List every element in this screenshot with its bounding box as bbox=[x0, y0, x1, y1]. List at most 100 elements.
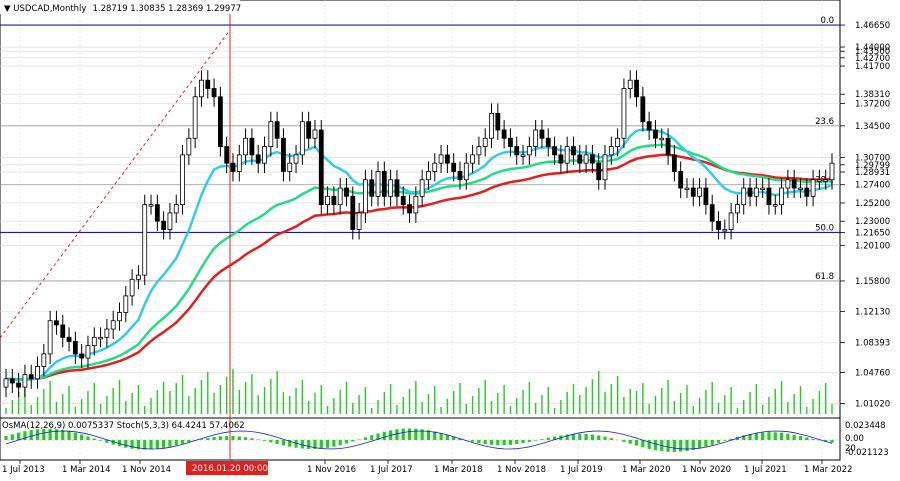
candle-body-88 bbox=[558, 154, 564, 164]
candle-body-46 bbox=[293, 154, 299, 164]
osma-bar-101 bbox=[641, 440, 645, 448]
candle-body-131 bbox=[829, 162, 835, 181]
price-label-20: 1.01020 bbox=[855, 400, 890, 410]
candle-body-4 bbox=[28, 374, 34, 380]
osma-bar-78 bbox=[496, 440, 500, 446]
candle-body-54 bbox=[344, 187, 349, 197]
time-label-9: 1 Mar 2020 bbox=[622, 465, 670, 475]
price-label-12: 1.25200 bbox=[855, 199, 890, 209]
candle-body-82 bbox=[520, 154, 526, 157]
osma-bar-112 bbox=[710, 440, 714, 445]
candle-body-65 bbox=[413, 195, 419, 214]
candle-body-129 bbox=[816, 179, 822, 182]
price-label-18: 1.08393 bbox=[855, 338, 890, 348]
candle-body-47 bbox=[299, 121, 305, 156]
ohlc-text: 1.28719 1.30835 1.28369 1.29977 bbox=[92, 4, 241, 14]
candle-body-69 bbox=[438, 154, 444, 164]
osma-bar-81 bbox=[515, 440, 519, 445]
osma-bar-59 bbox=[376, 433, 380, 440]
osma-bar-20 bbox=[130, 440, 134, 449]
osma-bar-37 bbox=[237, 436, 241, 440]
candle-body-121 bbox=[766, 187, 772, 206]
stoch-line bbox=[5, 430, 833, 450]
osma-bar-111 bbox=[704, 440, 708, 447]
candle-body-32 bbox=[205, 79, 211, 89]
candle-body-81 bbox=[514, 146, 520, 156]
candle-body-43 bbox=[274, 121, 280, 139]
osma-bar-55 bbox=[351, 440, 355, 442]
candle-body-7 bbox=[47, 320, 53, 355]
candle-body-116 bbox=[735, 204, 740, 214]
osma-bar-105 bbox=[666, 440, 670, 452]
osma-bar-52 bbox=[332, 440, 336, 447]
fib-levels: 0.023.638.250.061.8 bbox=[0, 16, 840, 282]
candle-body-2 bbox=[16, 382, 22, 388]
price-label-19: 1.04760 bbox=[855, 369, 890, 379]
osma-bar-62 bbox=[395, 429, 399, 440]
osma-bar-15 bbox=[98, 440, 103, 441]
fib-label-0: 0.0 bbox=[820, 16, 834, 26]
candle-body-37 bbox=[236, 154, 242, 172]
osma-bar-91 bbox=[578, 433, 582, 440]
candle-body-58 bbox=[369, 179, 375, 197]
price-label-7: 1.34500 bbox=[855, 122, 890, 132]
candle-body-35 bbox=[224, 146, 230, 164]
candles[interactable] bbox=[3, 70, 835, 398]
symbol-icon: ▼ bbox=[4, 4, 13, 14]
osma-bar-27 bbox=[174, 440, 178, 446]
time-label-4: 1 Nov 2016 bbox=[307, 465, 356, 475]
candle-body-106 bbox=[671, 154, 677, 172]
candle-body-52 bbox=[331, 195, 337, 206]
osma-bar-108 bbox=[685, 440, 689, 451]
osma-bar-109 bbox=[691, 440, 695, 450]
osma-bar-66 bbox=[420, 429, 424, 440]
osma-bar-40 bbox=[256, 439, 260, 440]
candle-body-10 bbox=[66, 336, 72, 342]
osma-bar-124 bbox=[786, 433, 790, 440]
candle-body-128 bbox=[810, 179, 816, 197]
osma-bar-11 bbox=[73, 432, 77, 440]
osma-bar-118 bbox=[748, 433, 752, 440]
candle-body-97 bbox=[615, 137, 621, 147]
price-label-11: 1.27400 bbox=[855, 181, 890, 191]
osma-bar-3 bbox=[23, 431, 27, 440]
candle-body-51 bbox=[325, 195, 330, 206]
osma-bar-51 bbox=[325, 440, 330, 448]
osma-bar-98 bbox=[622, 440, 626, 442]
osma-bar-107 bbox=[679, 440, 683, 452]
candle-body-8 bbox=[54, 320, 59, 326]
candle-body-50 bbox=[318, 129, 324, 206]
osma-bar-54 bbox=[344, 440, 349, 444]
candle-body-13 bbox=[85, 345, 91, 359]
candle-body-124 bbox=[785, 179, 791, 189]
header-bg bbox=[0, 0, 240, 14]
osma-bar-74 bbox=[470, 440, 475, 442]
candle-body-109 bbox=[690, 187, 696, 197]
candle-body-22 bbox=[142, 204, 148, 276]
osma-bar-121 bbox=[767, 432, 771, 440]
osma-bar-38 bbox=[244, 437, 248, 440]
osma-bar-71 bbox=[452, 436, 456, 440]
osma-bar-39 bbox=[250, 438, 254, 440]
candle-body-0 bbox=[3, 378, 9, 388]
osma-bar-9 bbox=[61, 429, 65, 440]
candle-body-115 bbox=[728, 212, 734, 230]
candle-body-38 bbox=[243, 137, 249, 156]
candle-body-19 bbox=[123, 295, 129, 313]
osma-bar-119 bbox=[754, 432, 758, 440]
osma-bar-53 bbox=[338, 440, 342, 446]
osma-bar-50 bbox=[319, 440, 323, 449]
candle-body-67 bbox=[426, 171, 431, 181]
candle-body-53 bbox=[337, 187, 343, 206]
candle-body-23 bbox=[148, 204, 154, 207]
candle-body-93 bbox=[589, 154, 595, 164]
osma-bar-120 bbox=[761, 432, 765, 440]
candle-body-40 bbox=[255, 154, 261, 164]
candle-body-113 bbox=[716, 220, 721, 230]
osma-bar-76 bbox=[483, 440, 487, 445]
price-label-10: 1.28931 bbox=[855, 168, 890, 178]
candle-body-86 bbox=[545, 137, 551, 147]
candle-body-34 bbox=[217, 96, 223, 147]
candle-body-100 bbox=[634, 79, 639, 98]
